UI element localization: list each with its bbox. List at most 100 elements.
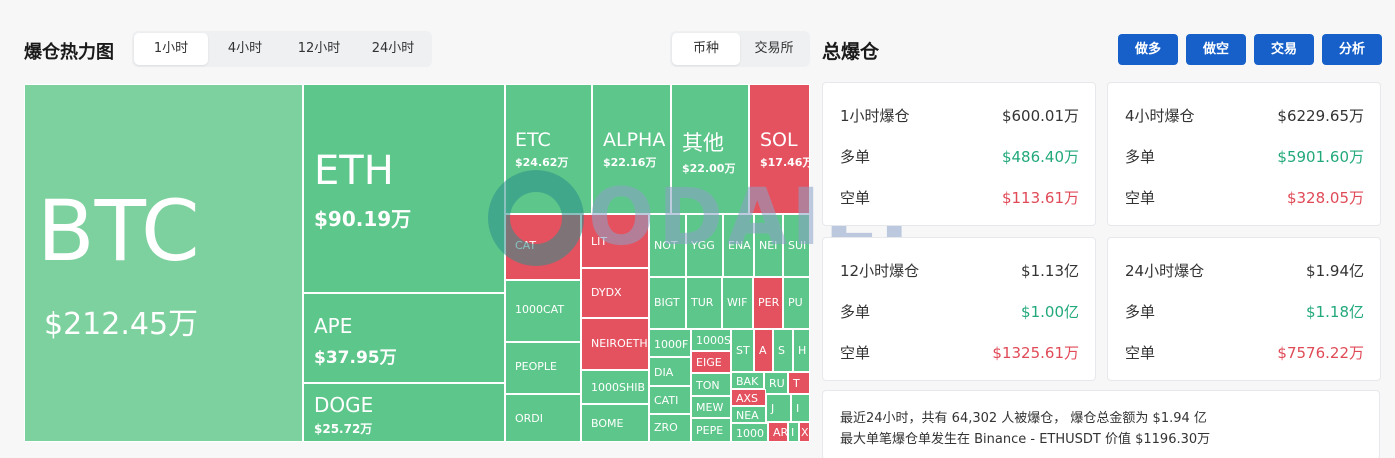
tab-24h[interactable]: 24小时 bbox=[371, 41, 415, 56]
tile-symbol: PEPE bbox=[696, 424, 724, 437]
tile-symbol: WIF bbox=[727, 296, 748, 309]
heatmap-tile[interactable]: 1000CAT bbox=[505, 280, 581, 342]
heatmap-tile[interactable]: APE $37.95万 bbox=[303, 293, 505, 383]
tab-exchange[interactable]: 交易所 bbox=[754, 41, 794, 56]
heatmap-tile[interactable]: ETH $90.19万 bbox=[303, 84, 505, 293]
heatmap-tile[interactable]: ALPHA $22.16万 bbox=[592, 84, 671, 214]
heatmap-tile[interactable]: CAT bbox=[505, 214, 581, 280]
heatmap-tile[interactable]: NEI bbox=[754, 214, 783, 277]
heatmap-tile[interactable]: X bbox=[799, 422, 810, 442]
tile-amount: $37.95万 bbox=[314, 348, 397, 368]
liquidation-card-24h: 24小时爆仓 $1.94亿 多单 $1.18亿 空单 $7576.22万 bbox=[1107, 237, 1381, 381]
card-label: 24小时爆仓 bbox=[1125, 262, 1205, 280]
tab-coin[interactable]: 币种 bbox=[672, 33, 740, 65]
tile-amount: $17.46万 bbox=[760, 156, 810, 169]
heatmap-tile[interactable]: PEPE bbox=[691, 418, 731, 442]
tile-symbol: AR bbox=[773, 426, 788, 439]
tile-symbol: BIGT bbox=[654, 296, 680, 309]
short-button[interactable]: 做空 bbox=[1186, 34, 1246, 65]
short-value: $328.05万 bbox=[1286, 189, 1364, 207]
heatmap-tile[interactable]: I bbox=[791, 394, 810, 422]
tile-symbol: ST bbox=[736, 344, 750, 357]
heatmap-tile[interactable]: DIA bbox=[649, 357, 691, 386]
heatmap-tile[interactable]: 1000SHIB bbox=[581, 370, 649, 404]
heatmap-tile[interactable]: PEOPLE bbox=[505, 342, 581, 394]
heatmap-tile[interactable]: SUI bbox=[783, 214, 810, 277]
heatmap-title: 爆仓热力图 bbox=[24, 42, 114, 63]
tile-symbol: PU bbox=[788, 296, 803, 309]
trade-button[interactable]: 交易 bbox=[1254, 34, 1314, 65]
liquidation-card-1h: 1小时爆仓 $600.01万 多单 $486.40万 空单 $113.61万 bbox=[822, 82, 1096, 226]
heatmap-tile[interactable]: BIGT bbox=[649, 277, 686, 329]
tile-symbol: J bbox=[771, 402, 775, 415]
heatmap-tile[interactable]: DYDX bbox=[581, 268, 649, 318]
card-label: 4小时爆仓 bbox=[1125, 107, 1195, 125]
heatmap-tile[interactable]: MEW bbox=[691, 396, 731, 418]
heatmap-tile[interactable]: EIGE bbox=[691, 351, 731, 373]
tile-symbol: NEIROETH bbox=[591, 337, 648, 350]
heatmap-tile[interactable]: ETC $24.62万 bbox=[505, 84, 592, 214]
short-value: $1325.61万 bbox=[992, 344, 1079, 362]
heatmap-tile[interactable]: I bbox=[788, 422, 799, 442]
tile-symbol: AXS bbox=[736, 392, 759, 405]
tile-symbol: S bbox=[778, 344, 785, 357]
heatmap-tile[interactable]: TUR bbox=[686, 277, 722, 329]
heatmap-tile[interactable]: ST bbox=[731, 329, 754, 372]
liquidation-card-12h: 12小时爆仓 $1.13亿 多单 $1.00亿 空单 $1325.61万 bbox=[822, 237, 1096, 381]
card-total: $1.13亿 bbox=[1021, 262, 1079, 280]
tile-symbol: ORDI bbox=[515, 412, 544, 425]
heatmap-tile[interactable]: BOME bbox=[581, 404, 649, 442]
heatmap-tile[interactable]: 1000 bbox=[731, 423, 768, 442]
tile-amount: $22.00万 bbox=[682, 162, 736, 175]
tile-symbol: MEW bbox=[696, 401, 724, 414]
tile-symbol: 1000F bbox=[654, 338, 689, 351]
heatmap-tile[interactable]: AXS bbox=[731, 389, 766, 406]
analysis-button[interactable]: 分析 bbox=[1322, 34, 1382, 65]
heatmap-tile[interactable]: ORDI bbox=[505, 394, 581, 442]
tile-symbol: TON bbox=[696, 379, 720, 392]
heatmap-tile[interactable]: YGG bbox=[686, 214, 723, 277]
heatmap-tile[interactable]: NOT bbox=[649, 214, 686, 277]
tab-4h[interactable]: 4小时 bbox=[227, 41, 263, 56]
long-button[interactable]: 做多 bbox=[1118, 34, 1178, 65]
heatmap-tile[interactable]: NEIROETH bbox=[581, 318, 649, 370]
heatmap-tile[interactable]: 其他 $22.00万 bbox=[671, 84, 749, 214]
tab-1h[interactable]: 1小时 bbox=[134, 33, 208, 65]
tile-symbol: 1000CAT bbox=[515, 303, 565, 316]
long-label: 多单 bbox=[840, 303, 871, 321]
heatmap-tile[interactable]: BTC $212.45万 bbox=[24, 84, 303, 442]
heatmap-tile[interactable]: PU bbox=[783, 277, 810, 329]
heatmap-tile[interactable]: LIT bbox=[581, 214, 649, 268]
heatmap-tile[interactable]: NEA bbox=[731, 406, 766, 423]
heatmap-tile[interactable]: SOL $17.46万 bbox=[749, 84, 810, 214]
heatmap-tile[interactable]: RU bbox=[764, 372, 788, 394]
heatmap-tile[interactable]: CATI bbox=[649, 386, 691, 414]
card-total: $6229.65万 bbox=[1277, 107, 1364, 125]
tab-12h[interactable]: 12小时 bbox=[297, 41, 341, 56]
tile-symbol: CATI bbox=[654, 394, 679, 407]
heatmap-tile[interactable]: J bbox=[766, 394, 791, 422]
tile-symbol: ENA bbox=[728, 239, 751, 252]
tile-symbol: 其他 bbox=[682, 131, 724, 155]
heatmap-tile[interactable]: ZRO bbox=[649, 414, 691, 442]
heatmap-tile[interactable]: 1000S bbox=[691, 329, 731, 351]
heatmap-tile[interactable]: PER bbox=[753, 277, 783, 329]
short-label: 空单 bbox=[840, 189, 871, 207]
heatmap-tile[interactable]: AR bbox=[768, 422, 788, 442]
tile-symbol: NEI bbox=[759, 239, 778, 252]
heatmap-tile[interactable]: BAK bbox=[731, 372, 764, 389]
note-line-1: 最近24小时，共有 64,302 人被爆仓， 爆仓总金额为 $1.94 亿 bbox=[840, 411, 1207, 426]
heatmap-tile[interactable]: TON bbox=[691, 373, 731, 396]
heatmap-tile[interactable]: ENA bbox=[723, 214, 754, 277]
heatmap-tile[interactable]: 1000F bbox=[649, 329, 691, 357]
summary-title: 总爆仓 bbox=[822, 41, 880, 63]
group-by-tabs: 币种 交易所 bbox=[670, 31, 810, 67]
heatmap-tile[interactable]: DOGE $25.72万 bbox=[303, 383, 505, 442]
heatmap-tile[interactable]: WIF bbox=[722, 277, 753, 329]
heatmap-tile[interactable]: H bbox=[793, 329, 810, 372]
tile-symbol: NOT bbox=[654, 239, 678, 252]
heatmap-tile[interactable]: S bbox=[773, 329, 793, 372]
heatmap-tile[interactable]: A bbox=[754, 329, 773, 372]
heatmap-tile[interactable]: T bbox=[788, 372, 810, 394]
long-value: $486.40万 bbox=[1001, 148, 1079, 166]
